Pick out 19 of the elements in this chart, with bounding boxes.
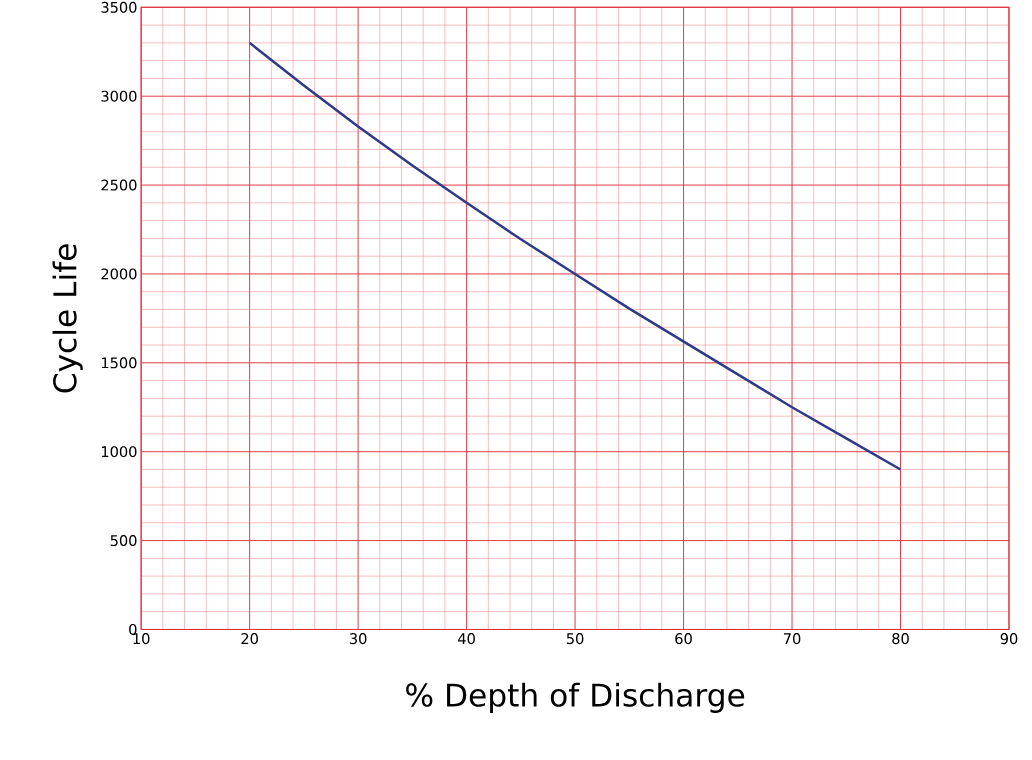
x-tick-label: 80 [892, 633, 909, 645]
x-tick-label: 70 [783, 633, 801, 645]
y-tick-label: 3000 [101, 90, 137, 102]
y-tick-label: 2000 [101, 268, 137, 280]
x-tick-label: 10 [133, 633, 150, 645]
y-tick-label: 500 [110, 534, 137, 547]
y-tick-label: 1000 [101, 446, 137, 458]
y-axis-title: Cycle Life [52, 244, 83, 393]
x-tick-label: 60 [675, 633, 692, 645]
y-tick-label: 2500 [101, 179, 137, 191]
x-axis-title: % Depth of Discharge [406, 682, 745, 713]
y-tick-label: 1500 [101, 357, 137, 369]
y-tick-label: 3500 [101, 1, 137, 13]
x-tick-label: 30 [349, 633, 367, 645]
x-tick-label: 20 [241, 633, 258, 645]
x-tick-label: 90 [1000, 633, 1018, 645]
x-tick-label: 40 [458, 633, 475, 645]
y-tick-label: 0 [129, 623, 137, 635]
x-tick-label: 50 [566, 633, 584, 645]
